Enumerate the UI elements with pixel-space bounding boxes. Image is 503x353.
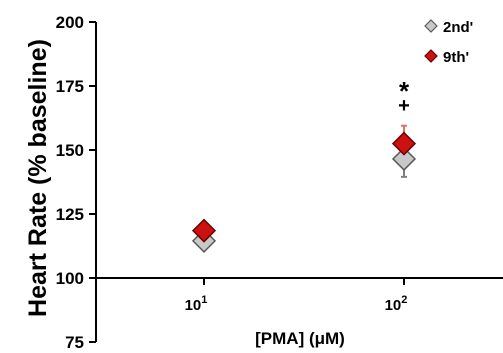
y-tick-label: 150 bbox=[56, 141, 84, 160]
axes bbox=[95, 22, 503, 342]
y-tick-label: 75 bbox=[65, 333, 84, 352]
data-points bbox=[191, 131, 417, 253]
x-ticks: 101 102 bbox=[185, 278, 408, 314]
y-tick-label: 200 bbox=[56, 13, 84, 32]
y-tick-label: 175 bbox=[56, 77, 84, 96]
y-axis-label: Heart Rate (% baseline) bbox=[24, 39, 52, 317]
legend-label: 2nd' bbox=[443, 19, 473, 36]
x-axis-label: [PMA] (μM) bbox=[255, 329, 345, 348]
y-tick-label: 100 bbox=[56, 269, 84, 288]
legend-marker bbox=[424, 49, 438, 63]
y-tick-label: 125 bbox=[56, 205, 84, 224]
x-tick-label: 102 bbox=[385, 294, 408, 314]
significance-asterisk: * bbox=[399, 76, 410, 106]
error-bars bbox=[201, 124, 407, 245]
data-point-series-2 bbox=[191, 218, 217, 243]
legend: 2nd' 9th' bbox=[424, 19, 473, 66]
data-point-series-2 bbox=[391, 131, 417, 156]
legend-marker bbox=[424, 19, 438, 33]
x-tick-label: 101 bbox=[185, 294, 208, 314]
legend-label: 9th' bbox=[443, 49, 469, 66]
data-point-series-1 bbox=[391, 146, 417, 172]
annotations: *+ bbox=[398, 76, 410, 117]
significance-plus: + bbox=[398, 95, 410, 117]
y-ticks: 75 100 125 150 175 200 bbox=[56, 13, 96, 352]
